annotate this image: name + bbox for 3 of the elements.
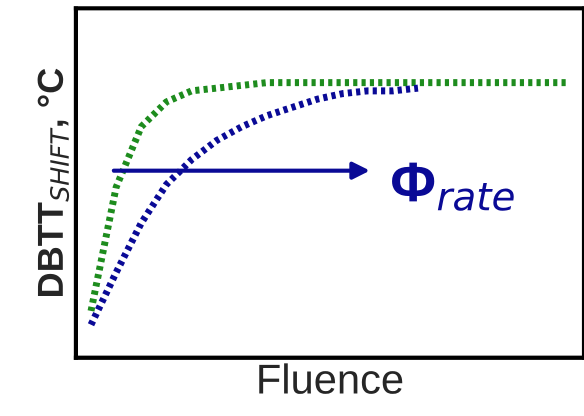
x-axis-title: Fluence [259, 363, 402, 394]
y-axis-title: DBTT$_{SHIFT}$, °C [38, 68, 70, 296]
annotation: Φ$_{rate}$ [392, 162, 514, 211]
